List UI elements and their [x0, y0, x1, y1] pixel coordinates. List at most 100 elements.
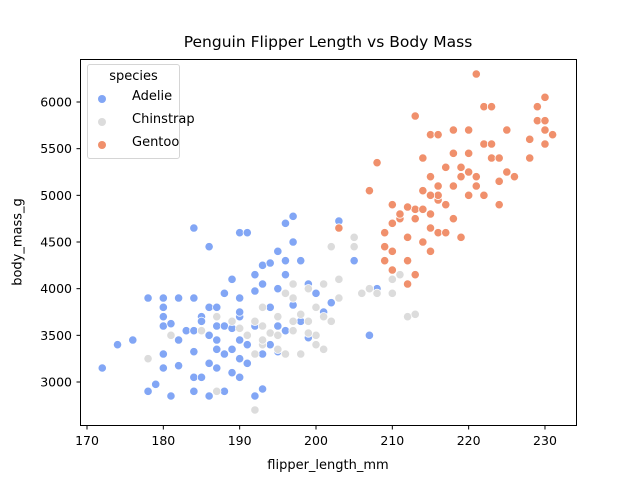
data-point [364, 284, 375, 294]
data-point [441, 228, 451, 238]
data-point [456, 162, 466, 172]
data-point [525, 153, 535, 163]
data-point [486, 153, 497, 163]
data-point [311, 288, 321, 298]
data-point [112, 340, 123, 350]
data-point [273, 284, 283, 294]
data-point [418, 237, 428, 247]
data-point [227, 316, 237, 326]
y-tick-label: 5500 [40, 141, 72, 156]
data-point [97, 363, 107, 373]
data-point [425, 172, 436, 182]
data-point [464, 148, 474, 158]
data-point [303, 316, 313, 326]
data-point [288, 237, 298, 247]
data-point [425, 223, 436, 233]
legend-title: species [109, 69, 158, 84]
data-point [486, 139, 497, 149]
data-point [425, 246, 436, 256]
data-point [227, 368, 237, 378]
data-point [540, 139, 550, 149]
data-point [288, 211, 298, 221]
data-point [265, 258, 275, 268]
data-point [257, 349, 268, 359]
data-point [212, 321, 222, 331]
data-point [357, 288, 367, 298]
data-point [433, 181, 443, 191]
data-point [402, 256, 413, 266]
data-point [494, 176, 504, 186]
data-point [540, 116, 550, 126]
data-point [273, 330, 283, 340]
data-point [540, 125, 550, 135]
data-point [387, 200, 397, 210]
data-point [540, 92, 550, 102]
data-point [418, 153, 428, 163]
data-point [166, 319, 176, 329]
data-point [250, 316, 260, 326]
data-point [410, 270, 420, 280]
x-tick-label: 210 [380, 433, 404, 448]
data-point [464, 167, 474, 177]
x-tick-label: 230 [533, 433, 557, 448]
data-point [242, 228, 252, 238]
data-point [509, 172, 520, 182]
data-point [311, 302, 321, 312]
data-point [227, 344, 237, 354]
data-point [502, 125, 512, 135]
x-tick-label: 180 [151, 433, 175, 448]
data-point [464, 190, 474, 200]
data-point [456, 232, 466, 242]
data-point [532, 102, 542, 112]
data-point [196, 316, 207, 326]
data-point [235, 293, 245, 303]
data-point [143, 293, 153, 303]
data-point [273, 321, 283, 331]
chart-title: Penguin Flipper Length vs Body Mass [183, 33, 473, 51]
data-point [189, 372, 199, 382]
data-point [372, 288, 382, 298]
data-point [471, 172, 481, 182]
data-point [380, 242, 390, 252]
data-point [212, 363, 222, 373]
data-point [448, 181, 458, 191]
y-axis-ticks: 3000 3500 4000 4500 5000 5500 6000 [40, 95, 81, 390]
y-axis-label: body_mass_g [10, 198, 26, 286]
legend-label: Chinstrap [132, 112, 195, 127]
data-point [548, 130, 558, 140]
data-point [257, 279, 268, 289]
data-point [410, 204, 420, 214]
data-point [235, 372, 245, 382]
data-point [448, 148, 458, 158]
data-point [387, 288, 397, 298]
data-point [288, 293, 298, 303]
data-point [319, 279, 329, 289]
data-point [212, 312, 222, 322]
data-point [265, 328, 275, 338]
y-tick-label: 4000 [40, 281, 72, 296]
data-point [196, 326, 207, 336]
data-point [502, 167, 512, 177]
data-point [319, 312, 329, 322]
y-tick-label: 5000 [40, 188, 72, 203]
data-point [166, 330, 176, 340]
data-point [273, 344, 283, 354]
x-tick-label: 170 [75, 433, 99, 448]
data-point [319, 344, 329, 354]
data-point [158, 293, 168, 303]
data-point [288, 316, 298, 326]
data-point [158, 349, 168, 359]
data-point [326, 298, 336, 308]
data-point [265, 302, 275, 312]
data-point [387, 265, 397, 275]
data-point [204, 391, 214, 401]
data-point [158, 321, 168, 331]
data-point [280, 270, 291, 280]
data-point [250, 286, 260, 296]
data-point [456, 172, 466, 182]
data-point [410, 111, 420, 121]
data-point [402, 202, 413, 212]
data-point [158, 312, 168, 322]
legend: species Adelie Chinstrap Gentoo [87, 64, 195, 159]
